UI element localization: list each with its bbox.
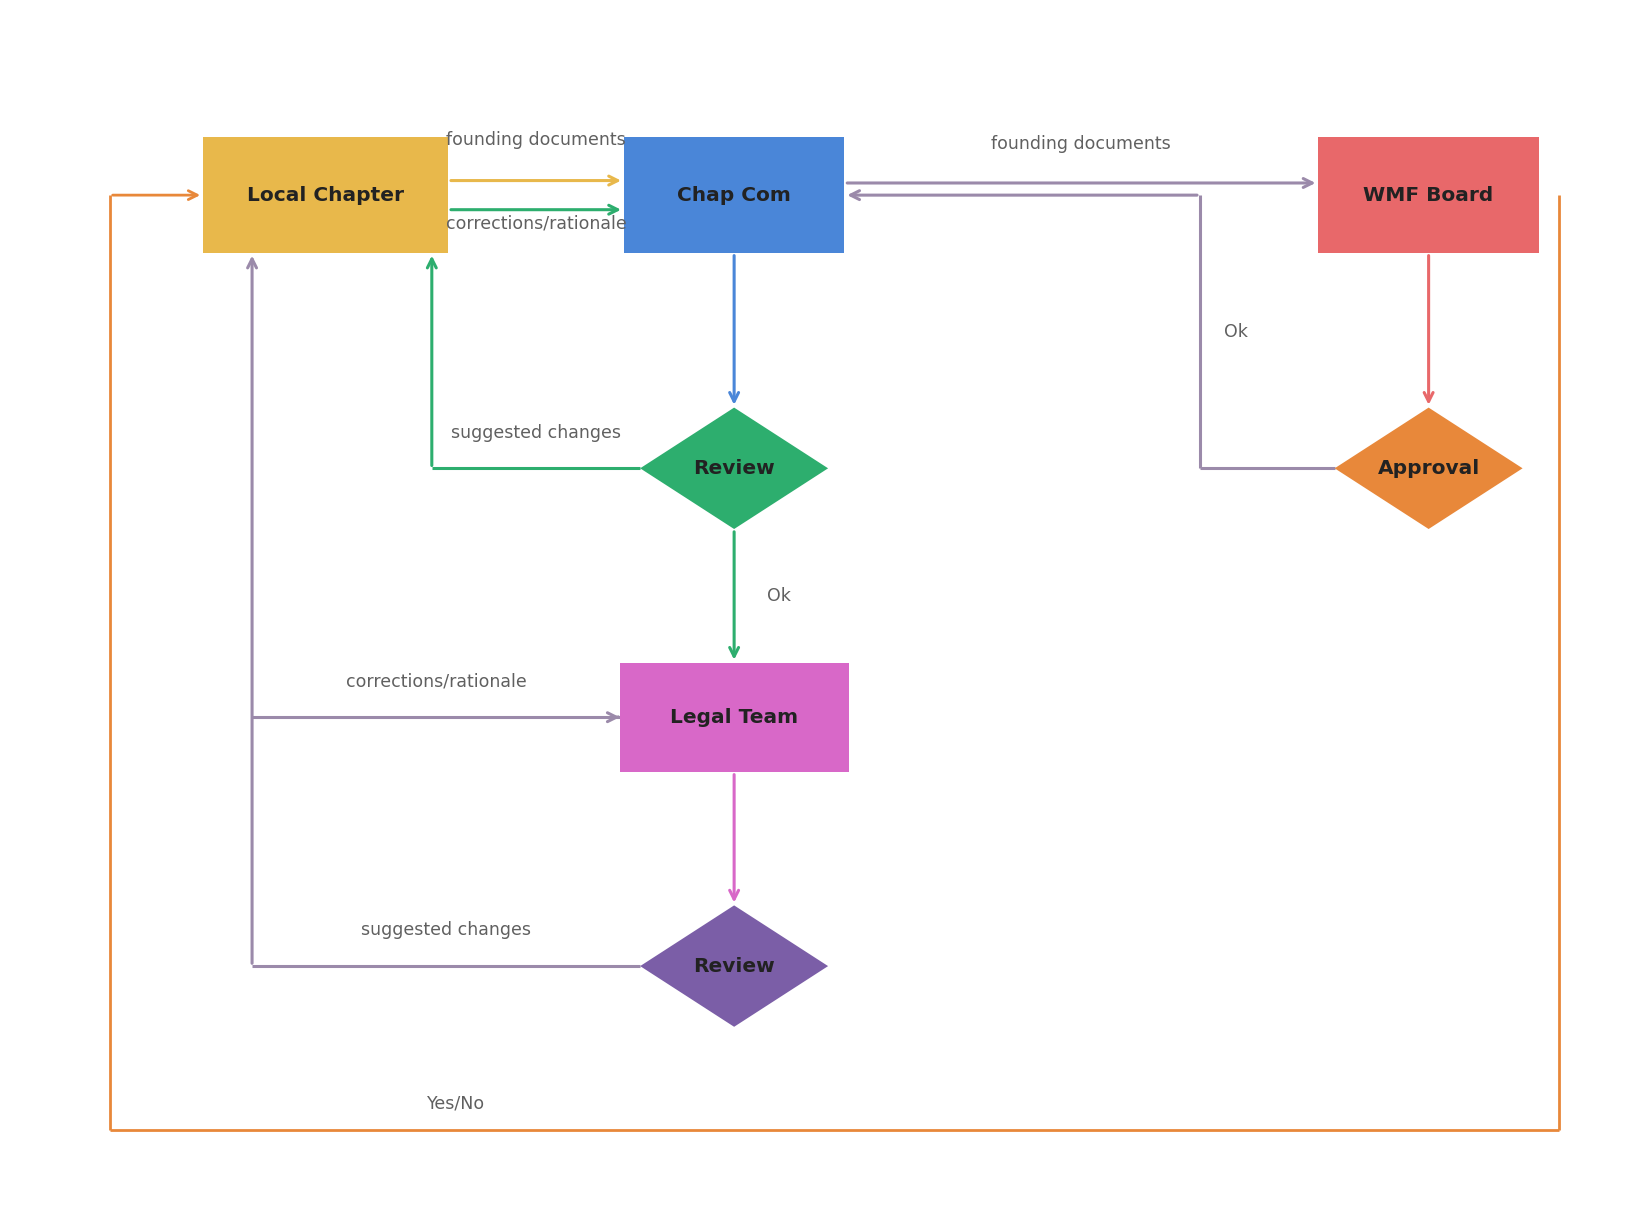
Text: founding documents: founding documents [447,131,626,149]
FancyBboxPatch shape [1318,138,1539,253]
Text: suggested changes: suggested changes [361,921,531,939]
Text: Review: Review [694,459,775,478]
Text: corrections/rationale: corrections/rationale [445,215,626,232]
Text: corrections/rationale: corrections/rationale [346,673,526,690]
Polygon shape [639,408,827,529]
FancyBboxPatch shape [203,138,448,253]
Text: Legal Team: Legal Team [671,707,798,727]
Text: Ok: Ok [766,587,791,604]
Text: WMF Board: WMF Board [1363,185,1493,205]
Text: Local Chapter: Local Chapter [247,185,404,205]
FancyBboxPatch shape [620,663,849,772]
Text: Review: Review [694,957,775,975]
Text: Approval: Approval [1378,459,1480,478]
Text: Yes/No: Yes/No [427,1095,486,1113]
FancyBboxPatch shape [625,138,844,253]
Text: Ok: Ok [1224,323,1248,340]
Text: founding documents: founding documents [992,135,1172,152]
Polygon shape [639,905,827,1027]
Text: suggested changes: suggested changes [452,424,621,442]
Text: Chap Com: Chap Com [677,185,791,205]
Polygon shape [1335,408,1523,529]
